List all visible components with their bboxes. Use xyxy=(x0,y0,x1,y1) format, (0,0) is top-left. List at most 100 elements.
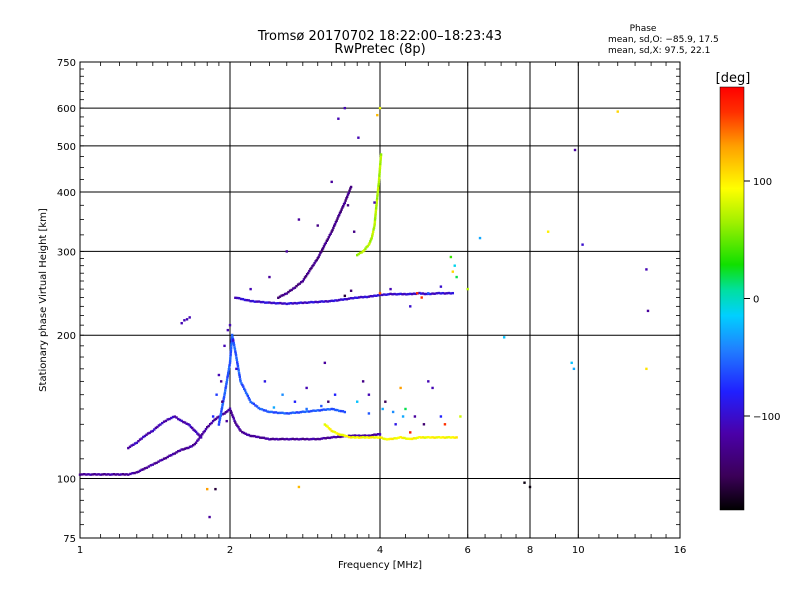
echo-point xyxy=(316,224,319,227)
echo-point xyxy=(340,208,343,211)
echo-point xyxy=(243,298,247,302)
echo-point xyxy=(322,245,326,248)
echo-point xyxy=(451,270,455,273)
echo-point xyxy=(224,385,228,388)
echo-point xyxy=(239,297,243,301)
echo-point xyxy=(138,469,142,473)
echo-point xyxy=(221,413,224,416)
echo-point xyxy=(370,234,374,238)
echo-point xyxy=(206,487,209,491)
echo-point xyxy=(251,401,254,405)
echo-point xyxy=(221,400,224,403)
echo-point xyxy=(257,435,260,439)
x-tick-label: 2 xyxy=(227,545,233,556)
echo-point xyxy=(296,283,300,286)
echo-point xyxy=(330,407,333,411)
echo-point xyxy=(336,435,340,438)
echo-point xyxy=(246,394,250,398)
echo-point xyxy=(137,440,140,443)
echo-point xyxy=(241,383,244,387)
echo-point xyxy=(175,451,178,454)
echo-point xyxy=(274,302,278,305)
echo-point xyxy=(203,429,206,433)
echo-point xyxy=(328,233,331,237)
echo-point xyxy=(389,292,392,296)
echo-point xyxy=(316,300,319,304)
echo-point xyxy=(375,201,378,204)
echo-point xyxy=(502,336,506,339)
echo-point xyxy=(238,373,241,377)
echo-point xyxy=(418,435,421,439)
echo-point xyxy=(159,423,162,426)
echo-point xyxy=(193,442,197,446)
echo-point xyxy=(226,372,230,375)
echo-point xyxy=(323,243,327,246)
echo-point xyxy=(93,472,96,476)
echo-point xyxy=(279,411,282,415)
echo-point xyxy=(341,298,345,301)
echo-point xyxy=(236,364,240,368)
echo-point xyxy=(407,292,410,296)
echo-point xyxy=(418,291,421,295)
echo-point xyxy=(283,302,286,305)
echo-point xyxy=(379,160,382,164)
echo-point xyxy=(365,436,369,439)
echo-point xyxy=(334,220,338,224)
echo-point xyxy=(238,375,242,379)
echo-point xyxy=(325,239,328,243)
echo-point xyxy=(324,241,328,245)
echo-point xyxy=(378,170,381,173)
echo-point xyxy=(303,301,307,304)
echo-point xyxy=(344,199,347,202)
y-tick-label: 750 xyxy=(57,58,76,69)
echo-point xyxy=(347,191,350,195)
echo-point xyxy=(308,438,311,441)
echo-point xyxy=(378,168,382,171)
echo-point xyxy=(528,485,532,489)
echo-point xyxy=(546,230,550,233)
echo-point xyxy=(367,393,371,396)
echo-point xyxy=(310,266,313,270)
echo-point xyxy=(264,437,267,440)
colorbar-tick-label: 100 xyxy=(753,177,772,188)
echo-point xyxy=(330,230,333,233)
echo-point xyxy=(363,436,367,439)
echo-point xyxy=(371,230,375,234)
echo-point xyxy=(295,411,298,414)
echo-point xyxy=(289,302,292,305)
echo-point xyxy=(333,393,337,396)
echo-point xyxy=(289,411,292,415)
echo-point xyxy=(325,424,328,427)
echo-point xyxy=(409,437,412,441)
echo-point xyxy=(322,300,325,303)
echo-point xyxy=(171,415,175,419)
echo-point xyxy=(356,296,359,299)
echo-point xyxy=(299,410,303,414)
echo-point xyxy=(291,437,294,441)
echo-point xyxy=(287,412,290,415)
echo-point xyxy=(270,301,273,305)
echo-point xyxy=(389,287,392,291)
echo-point xyxy=(255,435,258,439)
echo-point xyxy=(385,438,389,441)
echo-point xyxy=(387,437,391,441)
echo-point xyxy=(272,411,275,414)
echo-point xyxy=(334,299,337,302)
echo-point xyxy=(367,436,371,439)
echo-point xyxy=(227,368,231,371)
echo-point xyxy=(293,286,297,289)
echo-point xyxy=(121,472,125,476)
echo-point xyxy=(437,291,441,295)
echo-point xyxy=(114,473,117,476)
echo-point xyxy=(317,255,320,259)
echo-point xyxy=(347,435,351,439)
echo-point xyxy=(110,473,114,476)
echo-point xyxy=(353,436,357,439)
echo-point xyxy=(349,185,353,189)
echo-point xyxy=(329,428,332,431)
echo-point xyxy=(244,432,247,436)
echo-point xyxy=(327,236,330,239)
echo-point xyxy=(322,436,325,440)
echo-point xyxy=(210,421,213,425)
echo-point xyxy=(369,434,372,437)
